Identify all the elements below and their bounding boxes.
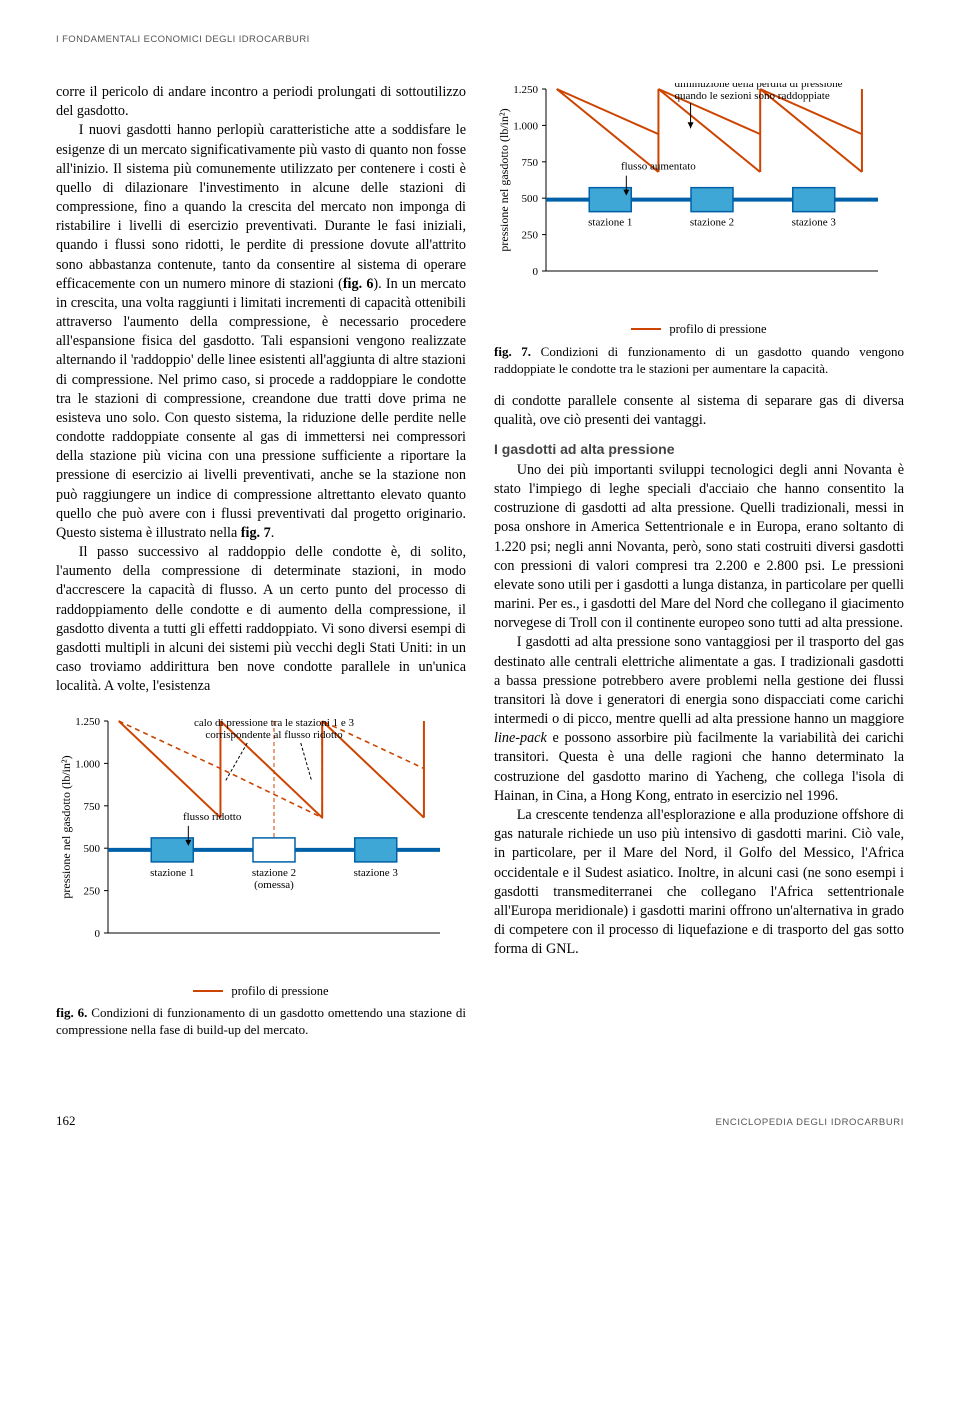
svg-text:stazione 1: stazione 1 bbox=[150, 866, 194, 878]
italic-term: line-pack bbox=[494, 730, 547, 746]
svg-text:1.250: 1.250 bbox=[75, 716, 100, 728]
svg-text:diminuzione della perdita di p: diminuzione della perdita di pressione bbox=[675, 83, 843, 90]
figure-6: 0 250 500 750 1.000 1.250 pressione nel gasdot… bbox=[56, 715, 466, 1040]
svg-text:flusso ridotto: flusso ridotto bbox=[183, 810, 242, 822]
svg-text:1.250: 1.250 bbox=[513, 84, 538, 96]
text-span: I nuovi gasdotti hanno perlopiù caratter… bbox=[56, 122, 466, 291]
svg-text:stazione 2: stazione 2 bbox=[690, 217, 734, 229]
figcap-text: Condizioni di funzionamento di un gasdot… bbox=[494, 344, 904, 376]
figure-7: 0 250 500 750 1.000 1.250pressione nel gasdot… bbox=[494, 83, 904, 378]
svg-text:stazione 2: stazione 2 bbox=[252, 866, 296, 878]
body-paragraph: La crescente tendenza all'esplorazione e… bbox=[494, 806, 904, 959]
running-head: I FONDAMENTALI ECONOMICI DEGLI IDROCARBU… bbox=[56, 34, 904, 45]
svg-text:pressione nel gasdotto (lb/in²: pressione nel gasdotto (lb/in²) bbox=[59, 755, 73, 898]
svg-text:corrispondente al flusso ridot: corrispondente al flusso ridotto bbox=[205, 729, 343, 741]
source-label: ENCICLOPEDIA DEGLI IDROCARBURI bbox=[715, 1117, 904, 1128]
page-number: 162 bbox=[56, 1113, 76, 1129]
figcap-num: fig. 6. bbox=[56, 1005, 87, 1020]
body-paragraph: I gasdotti ad alta pressione sono vantag… bbox=[494, 633, 904, 806]
svg-text:500: 500 bbox=[522, 193, 539, 205]
svg-text:stazione 3: stazione 3 bbox=[792, 217, 837, 229]
svg-text:calo di pressione tra le stazi: calo di pressione tra le stazioni 1 e 3 bbox=[194, 717, 355, 729]
body-paragraph: Il passo successivo al raddoppio delle c… bbox=[56, 543, 466, 696]
body-paragraph: Uno dei più importanti sviluppi tecnolog… bbox=[494, 461, 904, 634]
figure-ref: fig. 7 bbox=[241, 525, 271, 541]
svg-text:flusso aumentato: flusso aumentato bbox=[621, 161, 696, 173]
svg-text:quando le sezioni sono raddopp: quando le sezioni sono raddoppiate bbox=[675, 90, 830, 102]
svg-text:pressione nel gasdotto (lb/in²: pressione nel gasdotto (lb/in²) bbox=[497, 108, 511, 251]
figcap-num: fig. 7. bbox=[494, 344, 531, 359]
figure-ref: fig. 6 bbox=[343, 276, 374, 292]
right-column: 0 250 500 750 1.000 1.250pressione nel gasdot… bbox=[494, 83, 904, 1053]
text-span: I gasdotti ad alta pressione sono vantag… bbox=[494, 634, 904, 727]
body-paragraph: corre il pericolo di andare incontro a p… bbox=[56, 83, 466, 121]
svg-text:0: 0 bbox=[533, 266, 539, 278]
section-heading: I gasdotti ad alta pressione bbox=[494, 440, 904, 459]
legend-swatch bbox=[631, 328, 661, 330]
legend-label: profilo di pressione bbox=[231, 983, 328, 1000]
svg-text:1.000: 1.000 bbox=[75, 758, 100, 770]
figure-7-legend: profilo di pressione bbox=[494, 321, 904, 338]
svg-text:(omessa): (omessa) bbox=[254, 878, 294, 890]
figure-6-caption: fig. 6. Condizioni di funzionamento di u… bbox=[56, 1005, 466, 1039]
text-span: ). In un mercato in crescita, una volta … bbox=[56, 276, 466, 541]
svg-text:750: 750 bbox=[84, 800, 101, 812]
svg-text:stazione 3: stazione 3 bbox=[354, 866, 399, 878]
svg-text:750: 750 bbox=[522, 157, 539, 169]
svg-text:stazione 1: stazione 1 bbox=[588, 217, 632, 229]
figure-6-chart: 0 250 500 750 1.000 1.250 pressione nel gasdot… bbox=[56, 715, 448, 975]
figure-7-caption: fig. 7. Condizioni di funzionamento di u… bbox=[494, 344, 904, 378]
svg-text:0: 0 bbox=[95, 928, 101, 940]
body-paragraph: di condotte parallele consente al sistem… bbox=[494, 392, 904, 430]
body-paragraph: I nuovi gasdotti hanno perlopiù caratter… bbox=[56, 121, 466, 543]
legend-swatch bbox=[193, 990, 223, 992]
left-column: corre il pericolo di andare incontro a p… bbox=[56, 83, 466, 1053]
text-span: e possono assorbire più facilmente la va… bbox=[494, 730, 904, 804]
page-footer: 162 ENCICLOPEDIA DEGLI IDROCARBURI bbox=[56, 1113, 904, 1129]
figure-6-legend: profilo di pressione bbox=[56, 983, 466, 1000]
svg-text:250: 250 bbox=[522, 230, 539, 242]
figcap-text: Condizioni di funzionamento di un gasdot… bbox=[56, 1005, 466, 1037]
text-span: . bbox=[271, 525, 275, 541]
svg-text:1.000: 1.000 bbox=[513, 120, 538, 132]
svg-text:250: 250 bbox=[84, 885, 101, 897]
legend-label: profilo di pressione bbox=[669, 321, 766, 338]
svg-text:500: 500 bbox=[84, 843, 101, 855]
figure-7-chart: 0 250 500 750 1.000 1.250pressione nel gasdot… bbox=[494, 83, 886, 313]
